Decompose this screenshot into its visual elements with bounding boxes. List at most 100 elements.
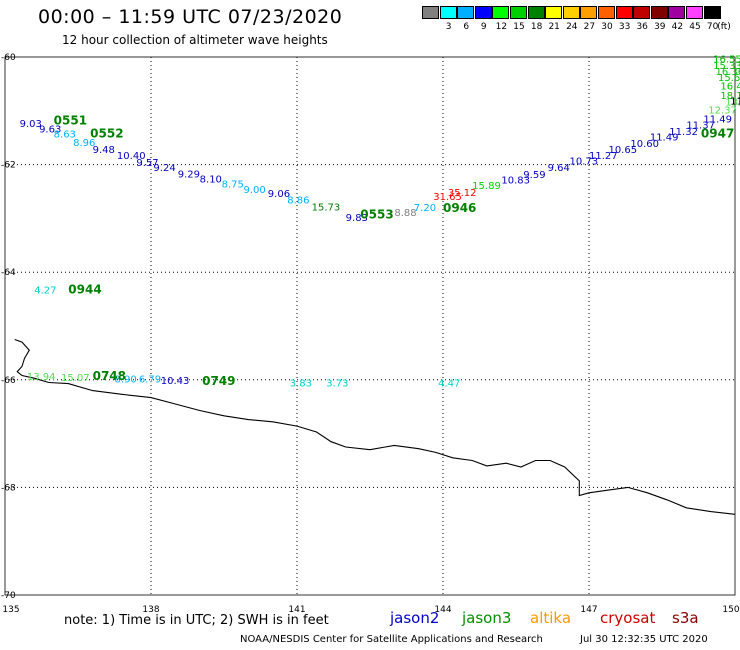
lat-tick-label: -66	[1, 376, 16, 386]
swh-value-label: 15.33	[713, 61, 740, 72]
swh-value-label: 16.48	[720, 81, 740, 92]
swh-value-label: 12.37	[708, 105, 737, 116]
color-scale-unit: (ft)	[717, 22, 731, 32]
swh-value-label: 15.69	[718, 73, 740, 84]
swh-value-label: 10.40	[117, 151, 146, 162]
color-swatch	[562, 6, 580, 19]
swh-value-label: 6.79	[139, 374, 161, 385]
lon-tick-label: 147	[580, 605, 597, 615]
swh-value-label: 11.49	[703, 115, 732, 126]
swh-value-label: 11.49	[650, 132, 679, 143]
map-frame	[4, 56, 736, 596]
swh-value-label: 13.15	[725, 97, 740, 108]
lat-tick-label: -68	[1, 483, 16, 493]
swh-value-label: 16.36	[716, 67, 740, 78]
swh-value-label: 8.10	[200, 174, 222, 185]
swh-value-label: 11.77	[730, 96, 740, 107]
swh-value-label: 9.48	[93, 145, 115, 156]
color-swatch	[615, 6, 633, 19]
swh-value-label: 10.73	[570, 157, 599, 168]
lat-tick-label: -62	[1, 161, 16, 171]
swh-value-label: 15.89	[472, 181, 501, 192]
swh-value-label: 10.43	[161, 376, 190, 387]
color-swatch	[650, 6, 668, 19]
lon-tick-label: 138	[142, 605, 159, 615]
swh-value-label: 8.86	[287, 195, 309, 206]
pass-time-label: 0749	[202, 374, 235, 388]
color-scale-label: 42	[671, 22, 684, 32]
color-swatch	[668, 6, 686, 19]
lat-tick-label: -64	[1, 268, 16, 278]
color-scale-label: 24	[566, 22, 578, 32]
swh-value-label: 8.96	[73, 138, 95, 149]
swh-value-label: 15.73	[312, 202, 341, 213]
swh-value-label: 3.73	[326, 378, 348, 389]
lon-tick-label: 144	[434, 605, 451, 615]
map-subtitle: 12 hour collection of altimeter wave hei…	[62, 33, 328, 47]
swh-value-label: 9.00	[243, 185, 265, 196]
color-scale-label: 33	[618, 22, 631, 32]
generation-timestamp: Jul 30 12:32:35 UTC 2020	[580, 634, 708, 645]
legend-jason3: jason3	[462, 609, 512, 627]
color-scale-label: 3	[445, 22, 452, 32]
lon-tick-label: 141	[288, 605, 305, 615]
color-scale-label: 6	[463, 22, 470, 32]
lat-tick-label: -60	[1, 53, 16, 63]
legend-s3a: s3a	[672, 609, 699, 627]
pass-time-label: 0944	[68, 283, 101, 297]
color-swatch	[439, 6, 457, 19]
color-scale-label: 21	[548, 22, 560, 32]
pass-time-label: 0553	[360, 207, 393, 221]
lon-tick-label: 150	[722, 605, 739, 615]
pass-time-label: 0947	[701, 127, 734, 141]
color-scale-label: 18	[530, 22, 543, 32]
swh-value-label: 9.29	[178, 170, 200, 181]
legend-jason2: jason2	[390, 609, 440, 627]
color-swatch	[633, 6, 651, 19]
swh-value-label: 10.83	[501, 175, 530, 186]
color-swatch	[510, 6, 527, 19]
pass-time-label: 0552	[90, 127, 123, 141]
pass-time-label: 0748	[93, 369, 126, 383]
swh-value-label: 8.75	[222, 180, 244, 191]
swh-value-label: 15.07	[61, 373, 90, 384]
lon-tick-label: 135	[2, 605, 19, 615]
pass-time-label: 0946	[443, 201, 476, 215]
color-scale-label: 12	[495, 22, 508, 32]
color-scale-label: 45	[689, 22, 701, 32]
color-swatch	[598, 6, 615, 19]
swh-value-label: 16.55	[713, 54, 740, 65]
swh-value-label: 35.12	[448, 188, 477, 199]
color-swatch	[703, 6, 721, 19]
swh-value-label: 4.47	[438, 378, 460, 389]
legend-cryosat: cryosat	[600, 609, 656, 627]
swh-value-label: 9.24	[153, 163, 175, 174]
swh-value-label: 9.03	[20, 119, 42, 130]
swh-value-label: 7.20	[414, 203, 436, 214]
swh-value-label: 9.63	[39, 124, 61, 135]
color-swatch	[545, 6, 563, 19]
swh-value-label: 4.27	[34, 286, 56, 297]
swh-value-label: 3.83	[290, 378, 312, 389]
color-swatch	[422, 6, 439, 19]
legend-altika: altika	[530, 609, 572, 627]
color-swatch	[492, 6, 510, 19]
swh-value-label: 9.64	[548, 163, 570, 174]
swh-value-label: 9.83	[346, 213, 368, 224]
swh-value-label: 8.90	[115, 374, 137, 385]
coastline	[14, 338, 736, 515]
swh-value-label: 10.60	[630, 139, 659, 150]
swh-value-label: 11.37	[686, 121, 715, 132]
color-swatch	[457, 6, 475, 19]
footer-note: note: 1) Time is in UTC; 2) SWH is in fe…	[64, 613, 329, 628]
swh-value-label: 11.32	[669, 127, 698, 138]
pass-time-label: 0551	[54, 113, 87, 127]
color-swatch	[686, 6, 703, 19]
color-swatch	[474, 6, 492, 19]
credit-text: NOAA/NESDIS Center for Satellite Applica…	[240, 634, 543, 645]
swh-value-label: 8.88	[394, 208, 416, 219]
color-scale-label: 30	[601, 22, 613, 32]
swh-value-label: 9.57	[136, 158, 158, 169]
color-scale-label: 9	[480, 22, 487, 32]
